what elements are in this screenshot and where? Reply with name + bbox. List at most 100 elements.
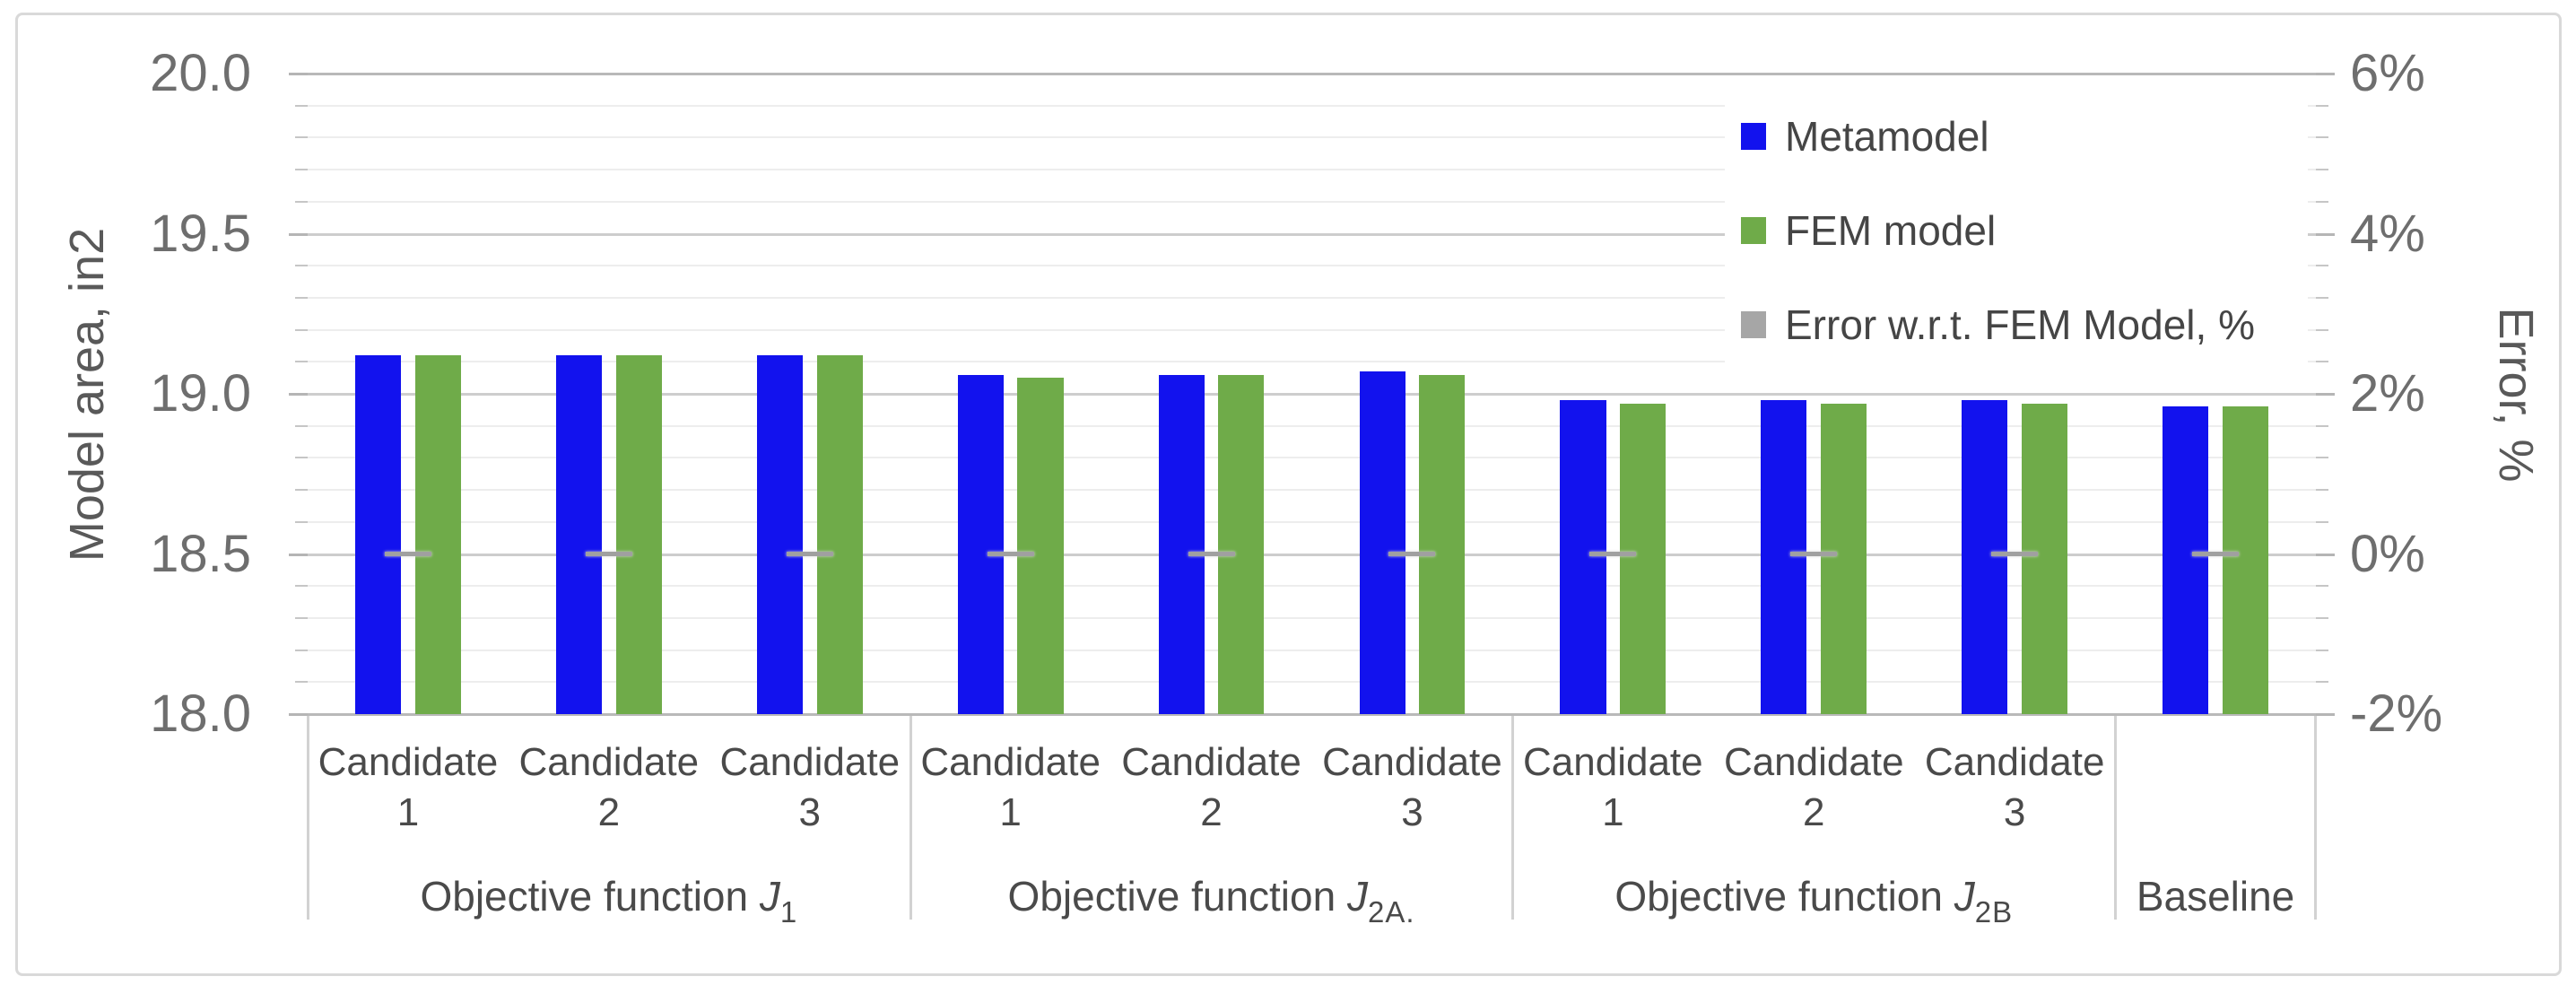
gridline [308, 169, 2316, 171]
candidate-label-line: Candidate [1924, 740, 2105, 784]
bar-fem-model [414, 355, 461, 714]
gridline [308, 265, 2316, 267]
group-label-text: Baseline [2136, 873, 2295, 920]
candidate-label: Candidate 2 [509, 737, 709, 838]
left-axis-tick [295, 328, 308, 331]
candidate-label-line: Candidate [719, 740, 901, 784]
gridline [308, 585, 2316, 588]
candidate-label-line: Candidate [318, 740, 499, 784]
gridline [308, 649, 2316, 651]
error-marker [786, 552, 833, 556]
bar-metamodel [1560, 400, 1606, 714]
candidate-label-line: 1 [1602, 790, 1624, 834]
left-axis-tick [295, 649, 308, 651]
left-axis-tick [295, 169, 308, 171]
right-axis-tick [2316, 136, 2328, 139]
candidate-label-line: 3 [798, 790, 821, 834]
right-axis-tick [2316, 393, 2335, 396]
bar-fem-model [2021, 403, 2068, 714]
right-axis-tick [2316, 361, 2328, 363]
right-axis-tick [2316, 73, 2335, 75]
group-label: Objective function J2A. [910, 872, 1513, 929]
left-axis-tick [295, 361, 308, 363]
bar-metamodel [1359, 371, 1405, 714]
left-axis-tick [289, 232, 308, 236]
candidate-label-line: 2 [1200, 790, 1223, 834]
candidate-label: Candidate 3 [1312, 737, 1513, 838]
candidate-label-line: Candidate [920, 740, 1101, 784]
left-axis-tick [289, 553, 308, 556]
right-axis-tick [2316, 296, 2328, 299]
legend-swatch-icon [1741, 123, 1766, 150]
candidate-label-line: 1 [396, 790, 420, 834]
legend-swatch-icon [1741, 311, 1766, 338]
right-axis-tick [2316, 169, 2328, 171]
left-axis-tick [295, 489, 308, 492]
bar-metamodel [756, 355, 803, 714]
right-axis-tick [2316, 520, 2328, 523]
legend-item: Error w.r.t. FEM Model, % [1725, 283, 2308, 366]
bar-metamodel [957, 374, 1004, 714]
gridline [308, 328, 2316, 331]
right-axis-tick [2316, 457, 2328, 459]
error-marker [1388, 552, 1436, 556]
group-label-subscript: 2A. [1367, 895, 1415, 929]
candidate-label: Candidate 1 [910, 737, 1111, 838]
candidate-label-line: 1 [999, 790, 1022, 834]
legend: Metamodel FEM model Error w.r.t. FEM Model… [1725, 88, 2308, 373]
left-axis-tick [289, 73, 308, 75]
bar-fem-model [2222, 406, 2268, 714]
left-axis-tick [295, 104, 308, 107]
legend-label: Error w.r.t. FEM Model, % [1785, 301, 2255, 348]
group-separator [1511, 714, 1515, 920]
group-label-text: Objective function [1614, 873, 1954, 920]
right-axis-tick-label: -2% [2350, 684, 2443, 743]
gridline [308, 361, 2316, 363]
right-axis-tick-label: 4% [2350, 204, 2425, 263]
bar-fem-model [1017, 378, 1064, 714]
bar-fem-model [1419, 374, 1466, 714]
group-label-symbol: J [759, 873, 780, 920]
error-marker [2192, 552, 2240, 556]
group-separator [2314, 714, 2317, 920]
candidate-label-line: Candidate [518, 740, 700, 784]
error-marker [585, 552, 632, 556]
right-axis-tick [2316, 200, 2328, 203]
right-axis-tick-label: 2% [2350, 364, 2425, 423]
left-axis-tick [295, 265, 308, 267]
error-marker [1589, 552, 1637, 556]
left-axis-tick-label: 19.0 [150, 364, 251, 423]
gridline [308, 713, 2316, 716]
candidate-label: Candidate 1 [308, 737, 509, 838]
gridline [308, 73, 2316, 75]
group-separator [2114, 714, 2118, 920]
left-axis-tick-label: 18.5 [150, 524, 251, 583]
left-axis-tick [295, 616, 308, 619]
candidate-label: Candidate 2 [1111, 737, 1312, 838]
candidate-label-line: 3 [1401, 790, 1423, 834]
error-marker [384, 552, 431, 556]
legend-label: FEM model [1785, 207, 1997, 254]
error-marker [1790, 552, 1838, 556]
left-axis-tick [289, 393, 308, 396]
gridline [308, 200, 2316, 203]
right-axis-tick [2316, 104, 2328, 107]
bar-metamodel [555, 355, 602, 714]
left-axis-tick-label: 20.0 [150, 44, 251, 102]
left-axis-tick [295, 424, 308, 427]
candidate-label-line: Candidate [1121, 740, 1301, 784]
group-label-text: Objective function [1007, 873, 1347, 920]
right-axis-tick [2316, 713, 2335, 716]
candidate-label-line: 2 [1803, 790, 1825, 834]
candidate-label: Candidate 3 [1914, 737, 2115, 838]
bar-metamodel [355, 355, 402, 714]
gridline [308, 424, 2316, 427]
gridline [308, 553, 2316, 556]
gridline [308, 457, 2316, 459]
candidate-label: Candidate 2 [1713, 737, 1914, 838]
right-axis-tick [2316, 585, 2328, 588]
right-axis-tick [2316, 489, 2328, 492]
gridline [308, 393, 2316, 396]
right-axis-tick [2316, 424, 2328, 427]
